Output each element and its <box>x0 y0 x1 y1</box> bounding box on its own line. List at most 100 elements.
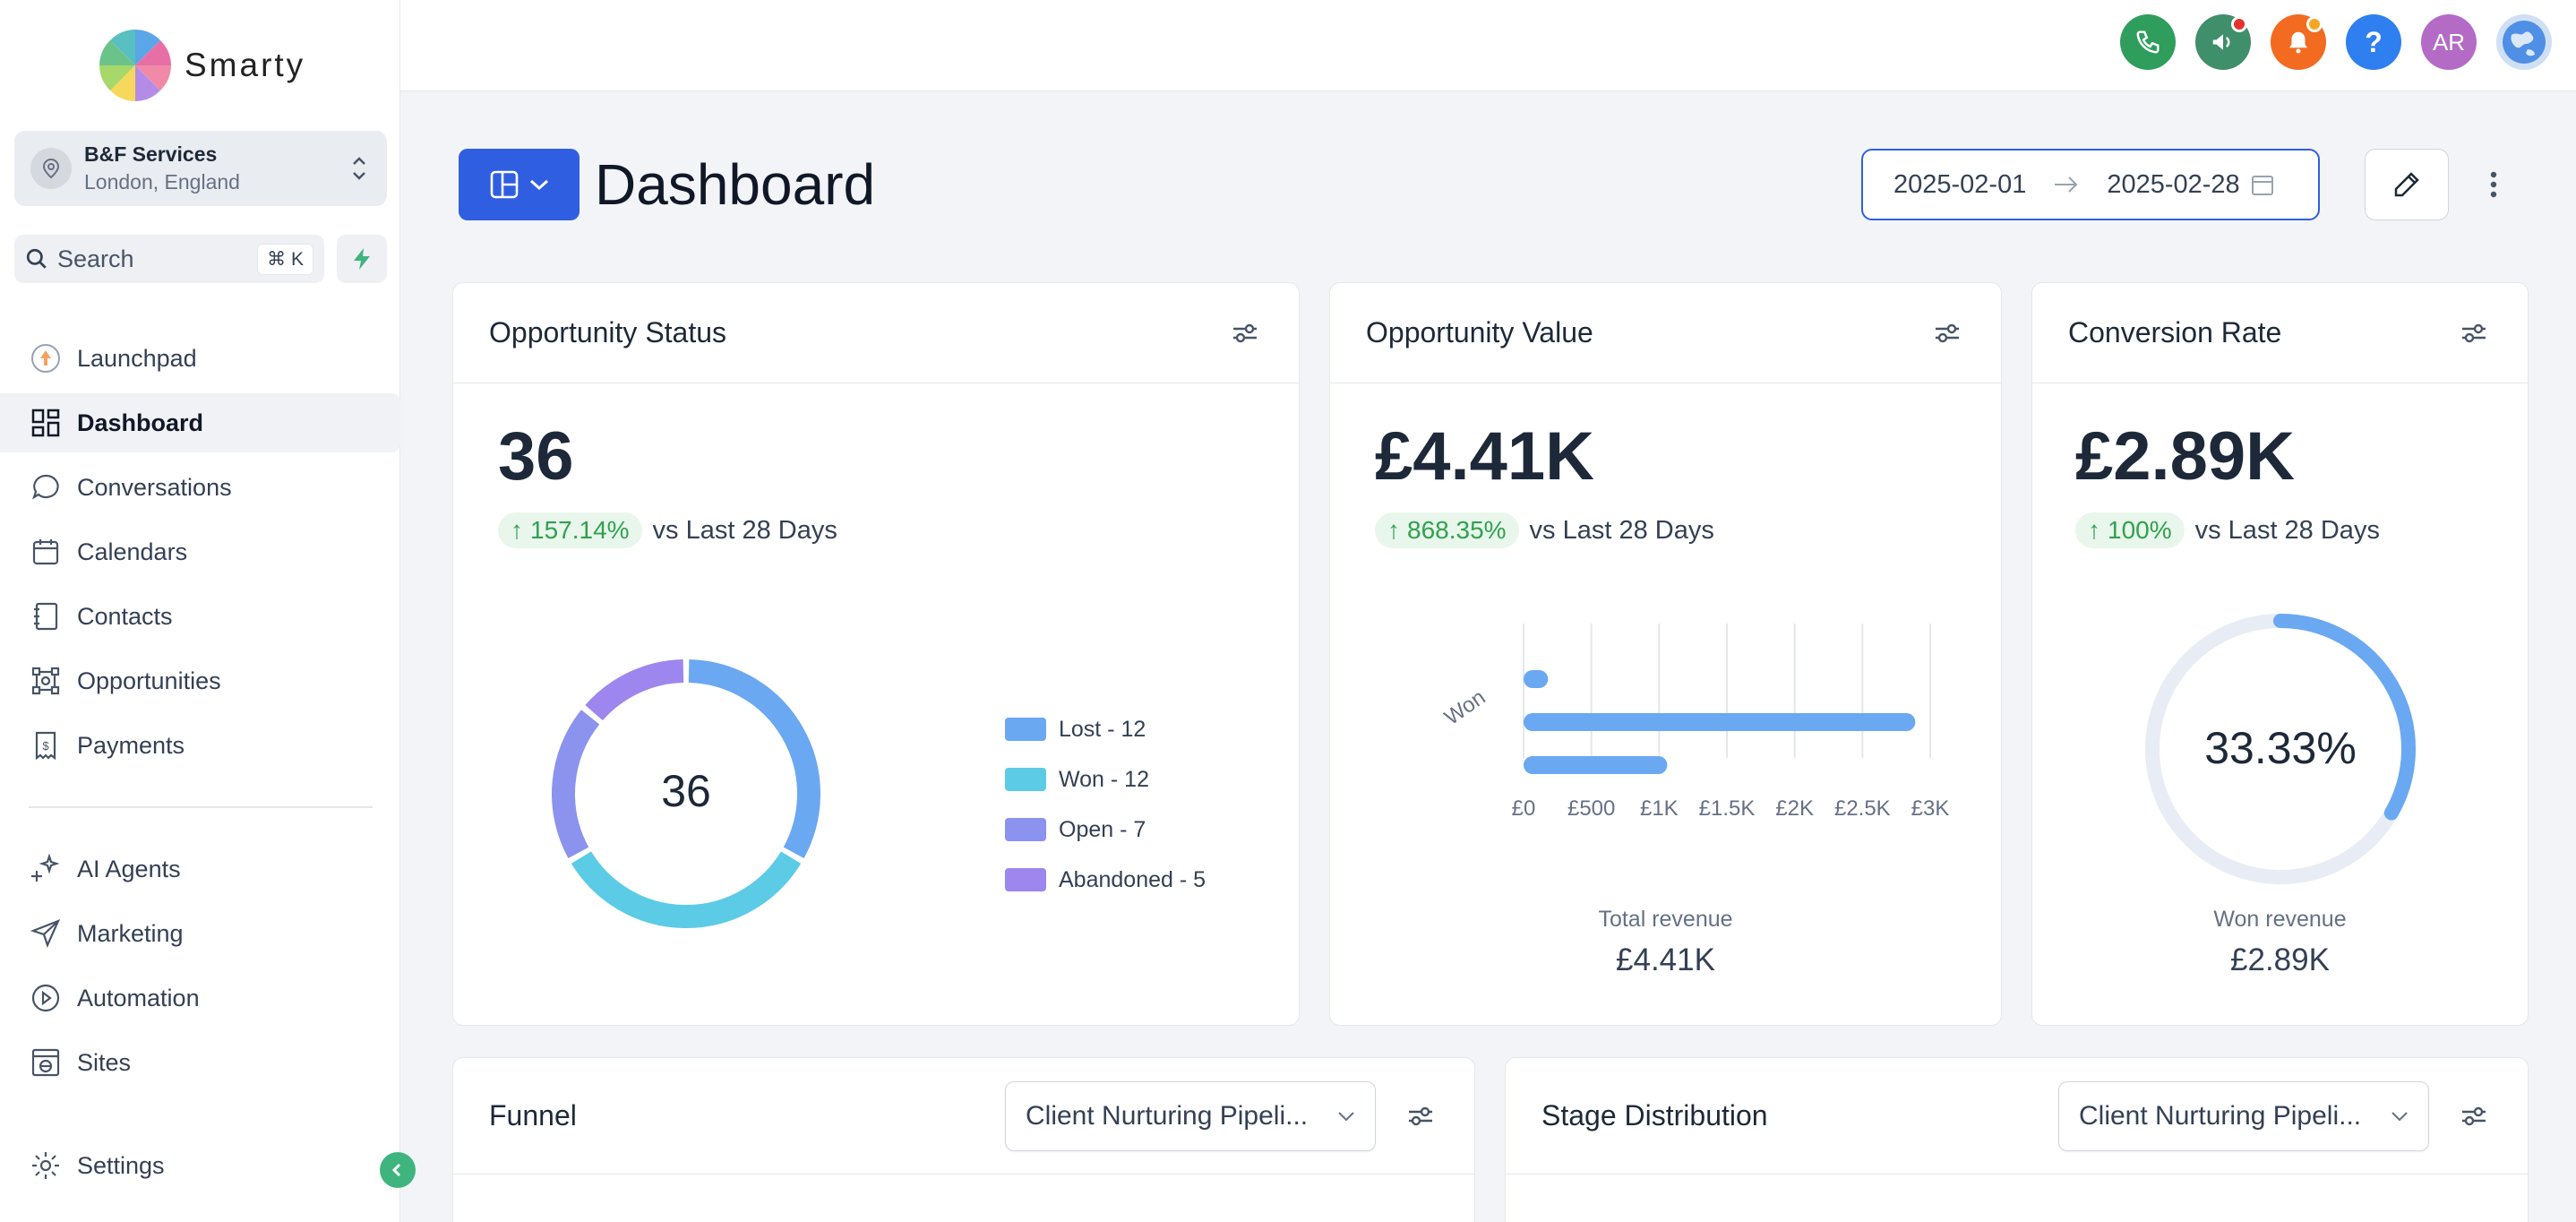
layout-switcher-button[interactable] <box>459 149 580 220</box>
pipeline-select-value: Client Nurturing Pipeli... <box>2079 1100 2362 1131</box>
announcements-button[interactable] <box>2195 14 2251 70</box>
pinwheel-logo-icon <box>99 30 171 101</box>
org-name: B&F Services <box>84 142 218 166</box>
sidebar-item-label: Settings <box>77 1151 165 1179</box>
opportunity-status-donut: 36 <box>552 659 820 928</box>
legend-item-won[interactable]: Won - 12 <box>1005 754 1206 805</box>
search-input[interactable]: Search ⌘ K <box>14 235 324 283</box>
sidebar-item-label: Dashboard <box>77 409 204 436</box>
legend-item-abandoned[interactable]: Abandoned - 5 <box>1005 855 1206 905</box>
sidebar-item-conversations[interactable]: Conversations <box>0 458 400 517</box>
sliders-icon <box>1233 323 1257 342</box>
org-text: B&F Services London, England <box>84 142 240 194</box>
card-filter-button[interactable] <box>2456 315 2492 351</box>
bar[interactable] <box>1524 756 1668 774</box>
trend-badge: ↑ 157.14% <box>498 512 642 548</box>
sidebar-item-settings[interactable]: Settings <box>0 1136 400 1195</box>
conversion-rate-card: Conversion Rate £2.89K ↑ 100% vs Last 28 … <box>2031 282 2529 1026</box>
megaphone-icon <box>2212 34 2230 50</box>
more-options-button[interactable] <box>2476 158 2512 211</box>
footer-value: £4.41K <box>1616 942 1715 977</box>
sliders-icon <box>1936 323 1959 342</box>
y-axis-label: Won <box>1440 685 1490 730</box>
sidebar-item-dashboard[interactable]: Dashboard <box>0 393 400 452</box>
trend-badge: ↑ 100% <box>2075 512 2185 548</box>
stage-distribution-card: Stage Distribution Client Nurturing Pipe… <box>1505 1057 2529 1222</box>
conversion-rate-gauge: 33.33% <box>2145 614 2416 884</box>
card-header: Opportunity Value <box>1330 283 2001 383</box>
org-switcher[interactable]: B&F Services London, England <box>14 131 387 206</box>
sidebar-divider <box>29 806 373 808</box>
donut-legend: Lost - 12 Won - 12 Open - 7 Abandoned - … <box>1005 704 1206 905</box>
sidebar-item-label: Conversations <box>77 473 232 501</box>
avatar-initials: AR <box>2432 28 2466 56</box>
pipeline-select[interactable]: Client Nurturing Pipeli... <box>1005 1080 1376 1151</box>
phone-button[interactable] <box>2120 14 2176 70</box>
sidebar-item-contacts[interactable]: Contacts <box>0 587 400 646</box>
phone-icon <box>2136 30 2160 54</box>
legend-swatch <box>1005 768 1046 791</box>
collapse-sidebar-button[interactable] <box>380 1152 416 1188</box>
bell-icon <box>2289 31 2307 54</box>
card-header: Opportunity Status <box>453 283 1299 383</box>
sidebar-item-calendars[interactable]: Calendars <box>0 522 400 581</box>
sidebar-item-label: Marketing <box>77 919 184 947</box>
footer-label: Total revenue <box>1598 907 1733 932</box>
card-filter-button[interactable] <box>1403 1098 1438 1134</box>
card-filter-button[interactable] <box>1929 315 1965 351</box>
topbar: ? AR <box>400 0 2576 91</box>
donut-slice-won[interactable] <box>571 851 802 928</box>
card-filter-button[interactable] <box>2456 1098 2492 1134</box>
kebab-icon <box>2490 171 2497 198</box>
sidebar-item-marketing[interactable]: Marketing <box>0 904 400 963</box>
card-header: Conversion Rate <box>2032 283 2528 383</box>
bar[interactable] <box>1524 713 1916 731</box>
chevron-down-icon <box>1338 1111 1354 1121</box>
gear-icon <box>29 1149 63 1183</box>
legend-item-open[interactable]: Open - 7 <box>1005 805 1206 855</box>
brand-logo[interactable]: Smarty <box>99 29 305 102</box>
donut-slice-lost[interactable] <box>688 659 820 859</box>
gauge-fill <box>2273 614 2416 821</box>
sidebar-item-payments[interactable]: $ Payments <box>0 716 400 775</box>
sparkles-icon <box>29 852 63 886</box>
globe-window-icon <box>29 1046 63 1080</box>
page-title: Dashboard <box>595 152 876 217</box>
sidebar-item-label: Calendars <box>77 538 188 565</box>
legend-label: Abandoned - 5 <box>1059 866 1206 892</box>
legend-swatch <box>1005 818 1046 841</box>
legend-swatch <box>1005 718 1046 741</box>
bar[interactable] <box>1524 670 1549 688</box>
footer-value: £2.89K <box>2230 942 2330 977</box>
notifications-button[interactable] <box>2271 14 2326 70</box>
sidebar-item-label: AI Agents <box>77 855 181 882</box>
sidebar-item-launchpad[interactable]: Launchpad <box>0 329 400 388</box>
donut-slice-abandoned[interactable] <box>585 659 684 721</box>
avatar[interactable]: AR <box>2421 14 2477 70</box>
svg-text:$: $ <box>42 739 49 753</box>
quick-action-button[interactable] <box>337 235 387 283</box>
date-range-picker[interactable]: 2025-02-01 2025-02-28 <box>1861 149 2320 220</box>
trend-comparison: vs Last 28 Days <box>652 515 837 545</box>
help-button[interactable]: ? <box>2346 14 2401 70</box>
card-header: Funnel Client Nurturing Pipeli... <box>453 1058 1474 1175</box>
trend-badge: ↑ 868.35% <box>1375 512 1519 548</box>
calendar-icon <box>2252 176 2274 195</box>
calendar-icon <box>29 535 63 569</box>
brand-name: Smarty <box>185 47 306 83</box>
legend-item-lost[interactable]: Lost - 12 <box>1005 704 1206 754</box>
sidebar-item-automation[interactable]: Automation <box>0 968 400 1028</box>
edit-dashboard-button[interactable] <box>2365 149 2449 220</box>
pipeline-select[interactable]: Client Nurturing Pipeli... <box>2058 1080 2429 1151</box>
x-tick-label: £2K <box>1775 796 1814 821</box>
sidebar-item-ai-agents[interactable]: AI Agents <box>0 839 400 899</box>
sidebar-item-label: Launchpad <box>77 344 197 372</box>
sidebar-item-sites[interactable]: Sites <box>0 1033 400 1092</box>
sidebar-item-label: Automation <box>77 984 200 1011</box>
donut-slice-open[interactable] <box>552 710 600 859</box>
card-filter-button[interactable] <box>1227 315 1263 351</box>
language-button[interactable] <box>2496 14 2552 70</box>
sidebar-item-label: Contacts <box>77 602 173 630</box>
chevron-down-icon <box>529 179 548 191</box>
sidebar-item-opportunities[interactable]: Opportunities <box>0 651 400 710</box>
